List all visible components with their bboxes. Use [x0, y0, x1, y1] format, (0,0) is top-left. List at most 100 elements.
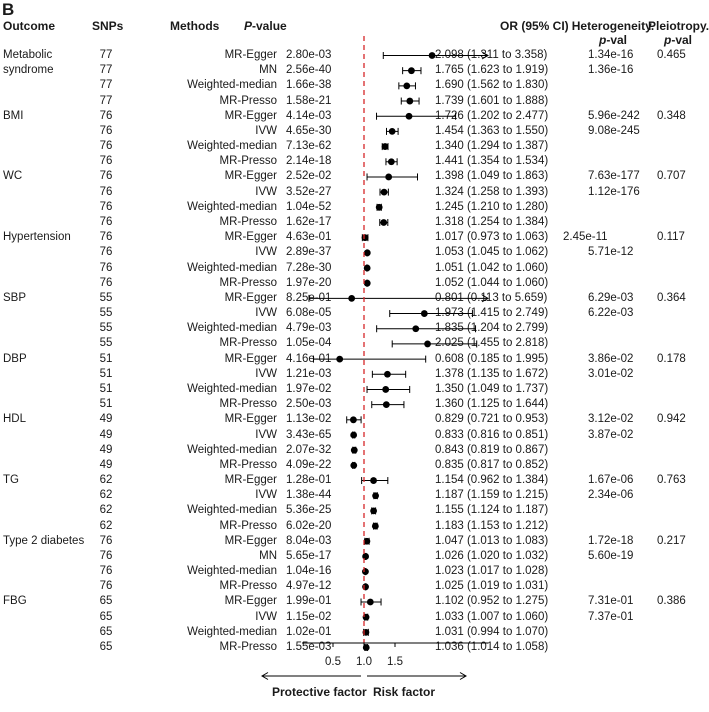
or-ci-text: 1.318 (1.254 to 1.384) — [435, 215, 549, 228]
p-value: 4.79e-03 — [286, 322, 332, 335]
snps-count: 76 — [99, 185, 113, 198]
risk-arrow-head — [459, 672, 467, 680]
heterogeneity-pval: 2.34e-06 — [588, 489, 634, 502]
or-ci-text: 1.360 (1.125 to 1.644) — [435, 398, 549, 411]
p-value: 1.04e-16 — [286, 565, 332, 578]
snps-count: 62 — [99, 519, 113, 532]
header-heterogeneity-rest: -val — [606, 33, 628, 47]
axis-right-caption: Risk factor — [373, 685, 436, 699]
point-estimate — [362, 553, 370, 560]
x-axis-tick-label: 0.5 — [325, 656, 341, 668]
or-ci-text: 0.833 (0.816 to 0.851) — [435, 428, 549, 441]
p-value: 1.05e-04 — [286, 337, 332, 350]
method-name: MR-Presso — [219, 398, 277, 411]
method-name: Weighted-median — [187, 504, 277, 517]
heterogeneity-pval: 2.45e-11 — [563, 231, 608, 244]
pleiotropy-pval: 0.117 — [657, 231, 685, 244]
point-estimate — [371, 522, 379, 530]
method-name: MR-Egger — [224, 595, 277, 608]
or-ci-text: 1.340 (1.294 to 1.387) — [435, 140, 549, 153]
header-heterogeneity-line2: p-val — [565, 33, 661, 47]
p-value: 5.36e-25 — [286, 504, 332, 517]
pleiotropy-pval: 0.178 — [657, 352, 686, 365]
p-value: 2.14e-18 — [286, 155, 332, 168]
or-ci-text: 1.031 (0.994 to 1.070) — [435, 625, 549, 638]
outcome-label: Type 2 diabetes — [3, 534, 85, 547]
outcome-label: WC — [3, 170, 23, 183]
p-value: 4.97e-12 — [286, 580, 332, 593]
header-snps: SNPs — [92, 19, 124, 33]
method-name: MR-Presso — [219, 519, 277, 532]
snps-count: 76 — [99, 231, 113, 244]
method-name: MR-Presso — [219, 276, 277, 289]
point-estimate — [420, 310, 428, 317]
axis-left-caption: Protective factor — [272, 685, 367, 699]
point-estimate — [412, 325, 420, 333]
or-ci-text: 1.726 (1.202 to 2.477) — [435, 109, 549, 122]
point-estimate — [363, 537, 371, 545]
or-ci-text: 1.036 (1.014 to 1.058) — [435, 641, 549, 654]
method-name: IVW — [255, 489, 277, 502]
heterogeneity-pval: 9.08e-245 — [588, 124, 640, 137]
or-ci-text: 1.025 (1.019 to 1.031) — [435, 580, 549, 593]
snps-count: 55 — [99, 291, 113, 304]
pleiotropy-pval: 0.386 — [657, 595, 686, 608]
point-estimate — [405, 112, 413, 120]
snps-count: 65 — [99, 595, 113, 608]
snps-count: 76 — [99, 140, 113, 153]
or-ci-text: 1.155 (1.124 to 1.187) — [435, 504, 549, 517]
pleiotropy-pval: 0.348 — [657, 109, 686, 122]
snps-count: 55 — [99, 322, 113, 335]
header-heterogeneity: Heterogeneity. p-val — [565, 19, 661, 47]
snps-count: 76 — [99, 170, 113, 183]
p-value: 4.63e-01 — [286, 231, 332, 244]
p-value: 6.02e-20 — [286, 519, 332, 532]
heterogeneity-pval: 3.86e-02 — [588, 352, 634, 365]
pleiotropy-pval: 0.364 — [657, 291, 686, 304]
header-heterogeneity-line1: Heterogeneity. — [571, 19, 655, 33]
snps-count: 55 — [99, 337, 113, 350]
ci-arrow — [481, 294, 489, 303]
method-name: Weighted-median — [187, 625, 277, 638]
p-value: 1.58e-21 — [286, 94, 332, 107]
snps-count: 65 — [99, 610, 113, 623]
point-estimate — [372, 492, 379, 500]
heterogeneity-pval: 3.01e-02 — [588, 367, 634, 380]
p-value: 2.07e-32 — [286, 443, 332, 456]
method-name: MR-Egger — [224, 170, 277, 183]
snps-count: 55 — [99, 307, 113, 320]
p-value: 2.80e-03 — [286, 49, 332, 61]
header-pleiotropy-italic: p — [663, 33, 672, 47]
method-name: MR-Egger — [224, 474, 277, 487]
method-name: Weighted-median — [187, 140, 277, 153]
point-estimate — [424, 340, 431, 348]
outcome-label: Hypertension — [3, 231, 71, 244]
or-ci-text: 0.801 (0.113 to 5.659) — [435, 291, 548, 304]
heterogeneity-pval: 6.22e-03 — [588, 307, 634, 320]
or-ci-text: 1.023 (1.017 to 1.028) — [435, 565, 549, 578]
snps-count: 76 — [99, 246, 113, 259]
method-name: Weighted-median — [187, 443, 277, 456]
p-value: 2.52e-02 — [286, 170, 332, 183]
heterogeneity-pval: 1.34e-16 — [588, 49, 634, 61]
point-estimate — [366, 598, 374, 606]
method-name: IVW — [255, 367, 277, 380]
point-estimate — [406, 97, 414, 105]
point-estimate — [349, 416, 357, 424]
point-estimate — [362, 644, 370, 651]
method-name: MR-Egger — [224, 534, 277, 547]
or-ci-text: 0.829 (0.721 to 0.953) — [435, 413, 549, 426]
p-value: 6.08e-05 — [286, 307, 332, 320]
or-ci-text: 1.973 (1.415 to 2.749) — [435, 307, 549, 320]
method-name: MR-Egger — [224, 413, 277, 426]
heterogeneity-pval: 5.96e-242 — [588, 109, 640, 122]
snps-count: 76 — [99, 580, 113, 593]
p-value: 1.62e-17 — [286, 215, 332, 228]
or-ci-text: 1.187 (1.159 to 1.215) — [435, 489, 549, 502]
pleiotropy-pval: 0.217 — [657, 534, 686, 547]
or-ci-text: 1.052 (1.044 to 1.060) — [435, 276, 549, 289]
method-name: IVW — [255, 428, 277, 441]
or-ci-text: 1.183 (1.153 to 1.212) — [435, 519, 549, 532]
snps-count: 76 — [99, 565, 113, 578]
outcome-label: SBP — [3, 291, 27, 304]
